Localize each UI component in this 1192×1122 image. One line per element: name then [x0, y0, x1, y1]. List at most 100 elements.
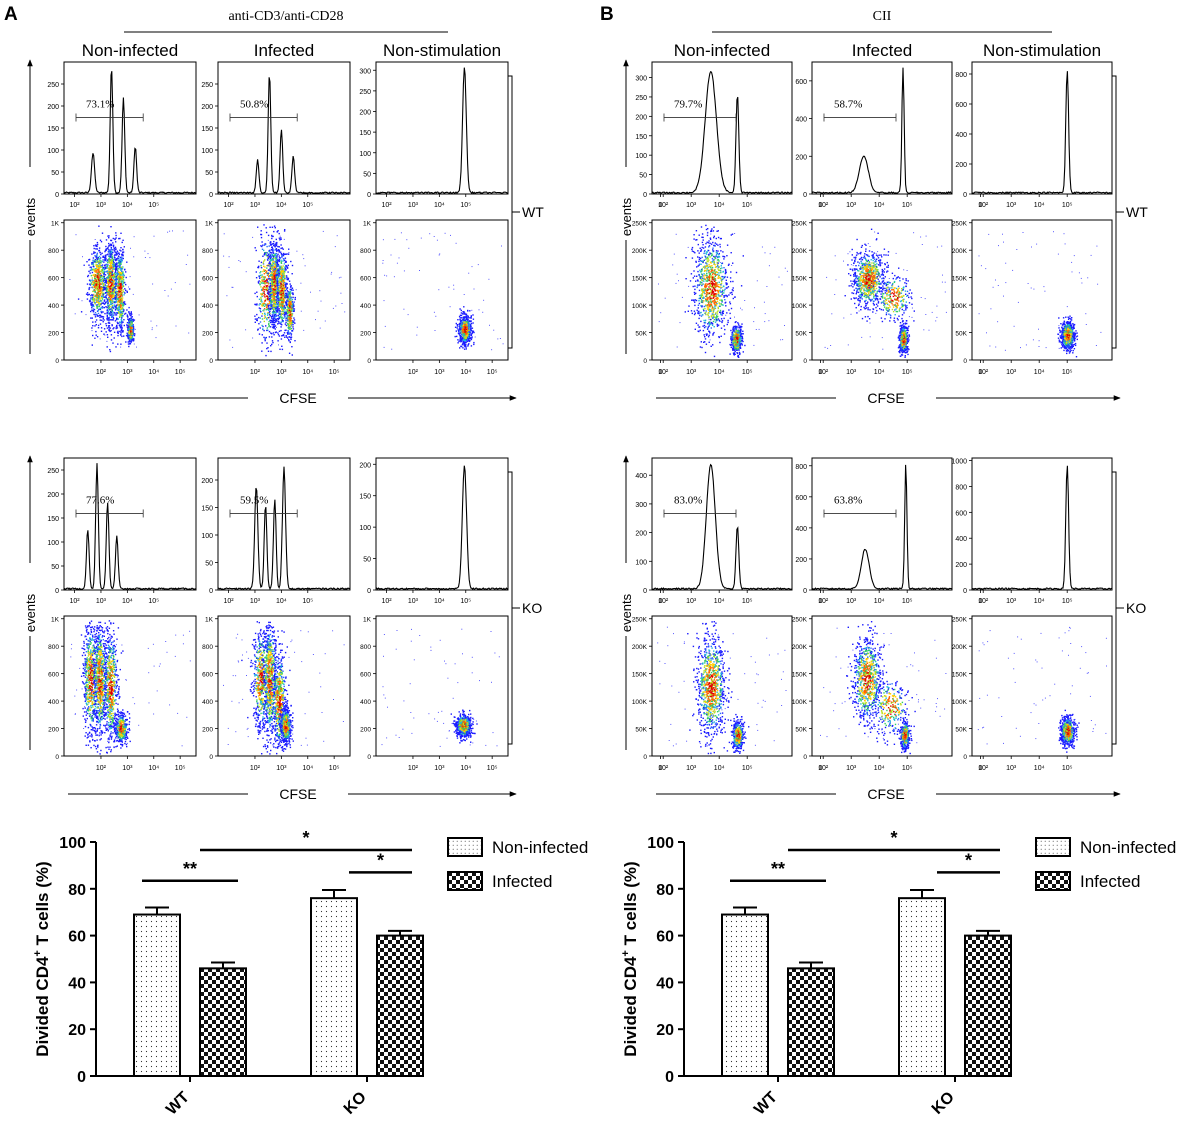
event-dot: [120, 305, 122, 307]
event-dot: [96, 241, 99, 244]
event-dot: [281, 275, 283, 277]
event-dot: [462, 337, 464, 340]
event-dot: [268, 262, 270, 265]
event-dot: [464, 343, 466, 345]
event-dot: [105, 301, 107, 303]
event-dot: [459, 323, 461, 325]
event-dot: [269, 297, 272, 299]
event-dot: [103, 275, 105, 277]
event-dot: [391, 348, 393, 350]
event-dot: [332, 307, 334, 309]
event-dot: [102, 295, 104, 297]
event-dot: [107, 235, 109, 237]
event-dot: [458, 328, 459, 330]
event-dot: [112, 282, 114, 284]
event-dot: [108, 258, 110, 260]
event-dot: [102, 296, 105, 298]
event-dot: [112, 264, 114, 266]
event-dot: [120, 313, 123, 316]
event-dot: [460, 317, 463, 319]
event-dot: [263, 276, 265, 278]
event-dot: [98, 279, 100, 282]
event-dot: [259, 283, 261, 285]
event-dot: [106, 319, 108, 321]
event-dot: [466, 340, 468, 342]
event-dot: [144, 257, 146, 258]
event-dot: [228, 256, 230, 258]
event-dot: [96, 252, 98, 254]
event-dot: [106, 260, 109, 262]
event-dot: [260, 311, 262, 313]
event-dot: [264, 266, 266, 268]
event-dot: [268, 330, 271, 333]
event-dot: [125, 289, 127, 292]
event-dot: [122, 251, 125, 253]
event-dot: [98, 255, 101, 258]
event-dot: [100, 253, 102, 256]
event-dot: [108, 282, 110, 284]
event-dot: [291, 313, 293, 315]
event-dot: [105, 331, 107, 333]
event-dot: [268, 309, 270, 311]
event-dot: [294, 296, 296, 299]
event-dot: [123, 246, 125, 248]
event-dot: [103, 328, 106, 330]
event-dot: [278, 246, 280, 248]
event-dot: [114, 306, 116, 308]
event-dot: [273, 321, 276, 324]
event-dot: [108, 317, 110, 320]
event-dot: [283, 305, 286, 307]
event-dot: [280, 277, 282, 279]
event-dot: [265, 254, 267, 256]
event-dot: [101, 281, 103, 283]
event-dot: [262, 244, 264, 246]
event-dot: [119, 321, 121, 323]
event-dot: [92, 287, 94, 289]
event-dot: [100, 292, 102, 294]
event-dot: [119, 276, 121, 278]
event-dot: [111, 257, 114, 259]
event-dot: [88, 279, 91, 281]
event-dot: [115, 282, 117, 285]
event-dot: [100, 330, 103, 332]
event-dot: [277, 292, 280, 295]
event-dot: [102, 321, 104, 323]
event-dot: [88, 258, 91, 261]
event-dot: [291, 305, 293, 307]
event-dot: [120, 324, 123, 326]
event-dot: [303, 329, 305, 331]
event-dot: [97, 270, 99, 272]
event-dot: [257, 329, 259, 331]
event-dot: [261, 274, 263, 276]
event-dot: [110, 315, 113, 317]
event-dot: [289, 328, 291, 330]
event-dot: [261, 313, 264, 315]
event-dot: [116, 251, 119, 253]
event-dot: [99, 283, 101, 285]
event-dot: [97, 324, 100, 327]
event-dot: [304, 265, 306, 267]
event-dot: [271, 257, 273, 259]
event-dot: [119, 279, 121, 281]
event-dot: [107, 304, 109, 306]
event-dot: [116, 297, 119, 300]
x-tick-label: 10²: [408, 369, 419, 376]
event-dot: [94, 316, 97, 318]
event-dot: [106, 340, 108, 342]
event-dot: [269, 275, 271, 277]
event-dot: [110, 239, 113, 242]
event-dot: [108, 267, 111, 269]
event-dot: [132, 338, 134, 340]
event-dot: [266, 318, 268, 321]
event-dot: [109, 349, 111, 351]
event-dot: [268, 300, 271, 303]
event-dot: [275, 299, 277, 301]
event-dot: [105, 258, 107, 260]
event-dot: [114, 295, 117, 297]
event-dot: [123, 294, 125, 296]
event-dot: [271, 340, 274, 342]
event-dot: [111, 324, 113, 326]
event-dot: [114, 314, 116, 316]
event-dot: [281, 278, 284, 280]
event-dot: [121, 253, 123, 255]
